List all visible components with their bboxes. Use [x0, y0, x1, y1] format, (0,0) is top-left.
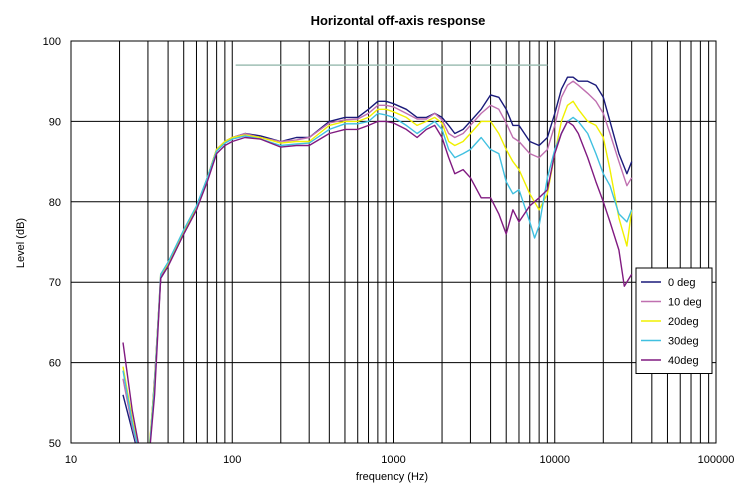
series-line-10-deg [122, 80, 633, 443]
legend: 0 deg 10 deg 20deg 30deg 40deg [635, 267, 713, 374]
x-tick-label: 1000 [381, 454, 405, 466]
y-tick-label: 60 [49, 358, 61, 370]
y-tick-labels: 50 60 70 80 90 100 [43, 36, 61, 450]
legend-label: 0 deg [668, 277, 696, 289]
x-axis-label: frequency (Hz) [356, 471, 428, 483]
series-group [122, 76, 633, 443]
x-tick-label: 10000 [539, 454, 570, 466]
grid [70, 40, 716, 444]
series-line-0-deg [122, 76, 633, 443]
chart-title: Horizontal off-axis response [311, 13, 486, 28]
y-tick-label: 100 [43, 36, 61, 48]
y-tick-label: 80 [49, 197, 61, 209]
series-line-30deg [122, 112, 633, 443]
y-tick-label: 70 [49, 277, 61, 289]
legend-label: 40deg [668, 355, 699, 367]
y-tick-label: 50 [49, 438, 61, 450]
y-tick-label: 90 [49, 116, 61, 128]
y-axis-label: Level (dB) [15, 218, 27, 268]
x-tick-label: 100 [223, 454, 241, 466]
x-tick-labels: 10 100 1000 10000 100000 [65, 454, 734, 466]
plot-frame [70, 40, 717, 444]
legend-label: 30deg [668, 336, 699, 348]
x-tick-label: 100000 [698, 454, 735, 466]
legend-label: 10 deg [668, 297, 702, 309]
series-line-40deg [122, 120, 633, 443]
x-tick-label: 10 [65, 454, 77, 466]
legend-label: 20deg [668, 316, 699, 328]
